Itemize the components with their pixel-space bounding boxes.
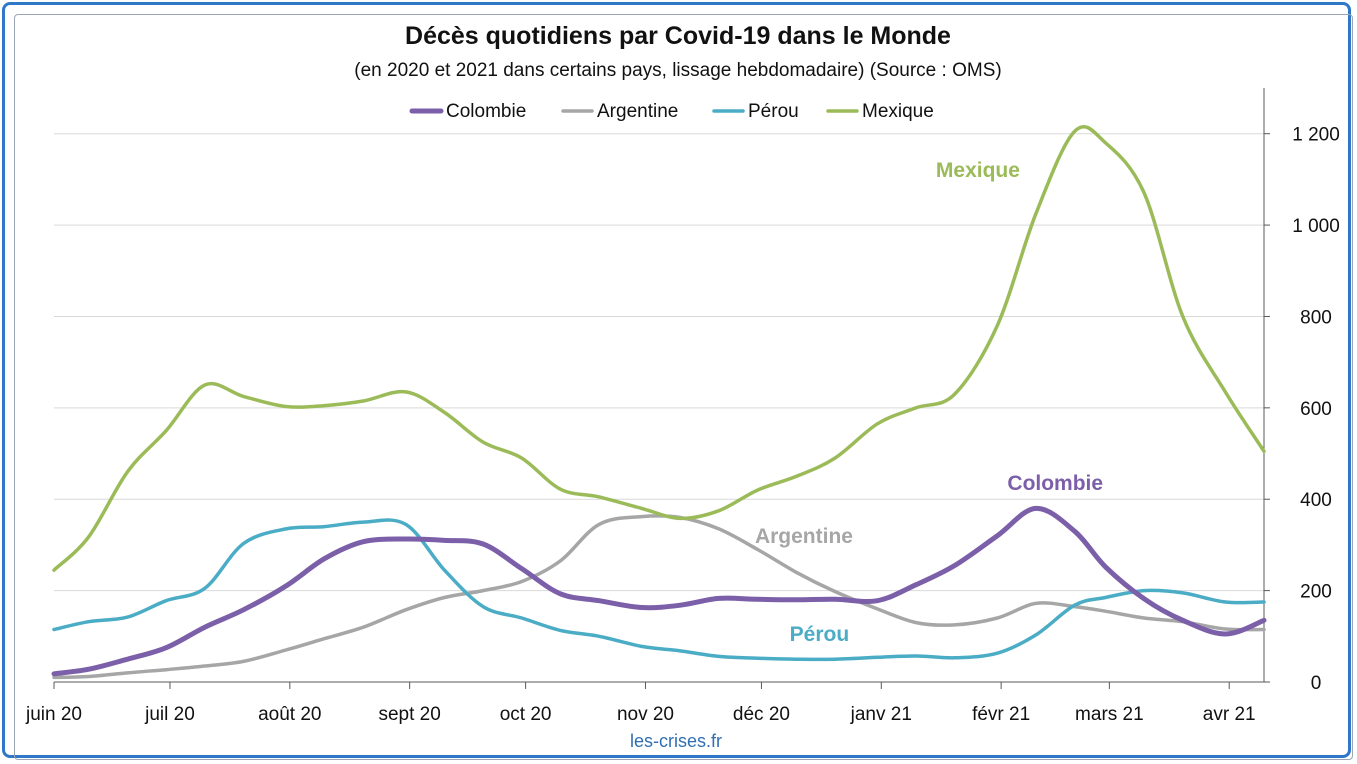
legend-label-mexique: Mexique (862, 101, 934, 122)
legend-label-colombie: Colombie (446, 101, 526, 122)
gridlines (54, 133, 1264, 592)
annotation-colombie: Colombie (1007, 472, 1103, 495)
annotation-argentine: Argentine (755, 525, 853, 548)
y-tick-label: 800 (1300, 307, 1332, 328)
y-tick-label: 200 (1300, 582, 1332, 603)
annotation-perou: Pérou (790, 623, 850, 646)
series-annotations: Mexique Colombie Argentine Pérou (755, 159, 1103, 646)
axes: 0 200 400 600 800 1 000 1 200 juin 20 juil 20 aoû… (25, 88, 1340, 725)
x-tick-label: févr 21 (972, 704, 1030, 725)
y-tick-label: 1 000 (1292, 216, 1340, 237)
source-credit: les-crises.fr (630, 731, 722, 751)
series-line-perou (52, 518, 1266, 662)
chart-inner-border (14, 14, 1353, 760)
chart-title: Décès quotidiens par Covid-19 dans le Mo… (405, 22, 951, 50)
x-tick-label: nov 20 (617, 704, 674, 725)
x-tick-label: juin 20 (25, 704, 82, 725)
x-tick-label: janv 21 (850, 704, 912, 725)
x-tick-label: déc 20 (733, 704, 790, 725)
x-tick-label: avr 21 (1203, 704, 1256, 725)
y-tick-label: 600 (1300, 399, 1332, 420)
legend: Colombie Argentine Pérou Mexique (409, 101, 934, 122)
chart-subtitle: (en 2020 et 2021 dans certains pays, lis… (354, 60, 1001, 81)
annotation-mexique: Mexique (936, 159, 1020, 182)
x-tick-label: juil 20 (144, 704, 195, 725)
series-line-mexique (52, 125, 1266, 572)
x-tick-label: oct 20 (500, 704, 552, 725)
x-tick-label: mars 21 (1075, 704, 1144, 725)
y-tick-label: 400 (1300, 490, 1332, 511)
x-tick-label: sept 20 (378, 704, 440, 725)
series-line-colombie (51, 505, 1267, 677)
legend-label-argentine: Argentine (597, 101, 678, 122)
legend-label-perou: Pérou (748, 101, 799, 122)
y-tick-label: 1 200 (1292, 125, 1340, 146)
series-lines (51, 125, 1267, 680)
y-tick-label: 0 (1311, 673, 1322, 694)
x-tick-label: août 20 (258, 704, 321, 725)
